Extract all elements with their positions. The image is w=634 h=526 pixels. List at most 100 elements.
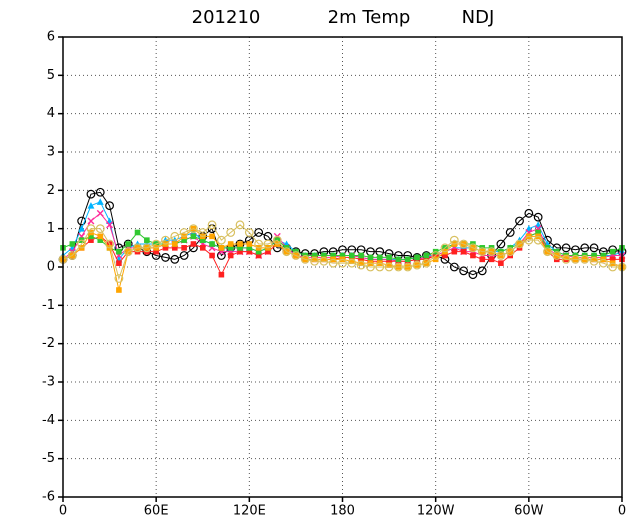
point [498,260,504,266]
point [524,235,534,245]
title-date: 201210 [192,7,261,28]
point [451,248,458,255]
point [330,252,336,259]
point [246,245,253,251]
point [170,231,180,241]
point [442,252,448,259]
point [609,256,616,263]
point [88,237,94,243]
point [412,260,422,270]
point [386,258,392,265]
point [226,228,236,237]
title-season: NDJ [462,7,495,28]
point [366,262,375,272]
point [67,251,77,260]
y-tick-label: -6 [42,490,55,505]
point [77,216,87,226]
series-line [62,191,623,276]
point [421,258,431,268]
point [179,228,189,237]
point [114,274,124,283]
point [161,235,170,245]
point [598,258,608,268]
point [123,247,133,257]
x-tick-label: 180 [330,504,355,519]
point [181,237,187,243]
point [105,201,114,211]
point [151,239,161,249]
point [95,224,105,234]
x-tick-label: 120W [417,504,455,519]
point [386,254,392,261]
point [69,241,76,247]
point [133,243,142,253]
point [97,237,104,243]
x-tick-label: 60W [514,504,544,519]
point [170,254,180,264]
point [321,252,327,259]
point [600,252,607,259]
y-tick-label: -1 [42,298,55,313]
point [97,233,104,240]
point [142,243,152,253]
point [449,235,459,245]
point [477,247,487,257]
point [580,254,590,264]
point [591,256,597,263]
point [563,254,569,261]
point [505,228,515,237]
point [263,239,273,249]
point [116,248,122,255]
point [181,245,187,251]
point [254,228,264,237]
point [86,224,96,234]
y-tick-label: 1 [47,221,55,236]
point [347,258,357,268]
y-tick-label: -3 [42,375,55,390]
point [488,256,495,263]
point [161,253,170,262]
point [244,228,254,237]
point [237,241,243,247]
point [235,220,245,230]
point [255,248,262,255]
point [96,209,104,217]
point [414,254,420,261]
point [199,245,206,251]
point [291,251,301,260]
point [162,245,169,251]
point [95,187,105,197]
point [116,287,122,293]
point [300,254,310,264]
point [321,256,327,263]
point [218,271,225,278]
point [571,254,580,264]
x-tick-label: 0 [59,504,67,519]
point [543,247,552,257]
point [189,224,198,234]
point [319,256,329,266]
point [515,239,524,249]
point [134,229,141,236]
point [199,237,206,243]
y-tick-label: -4 [42,413,55,428]
point [227,245,234,251]
point [403,262,413,272]
point [237,248,243,255]
point [328,258,338,268]
point [282,247,292,257]
point [198,228,208,237]
point [609,248,616,255]
point [86,189,96,199]
point [272,235,282,245]
point [460,248,467,255]
point [376,254,383,261]
y-tick-label: 3 [47,145,55,160]
point [106,221,114,229]
point [227,241,234,247]
y-tick-label: 6 [47,30,55,45]
point [77,239,87,249]
point [311,256,318,263]
